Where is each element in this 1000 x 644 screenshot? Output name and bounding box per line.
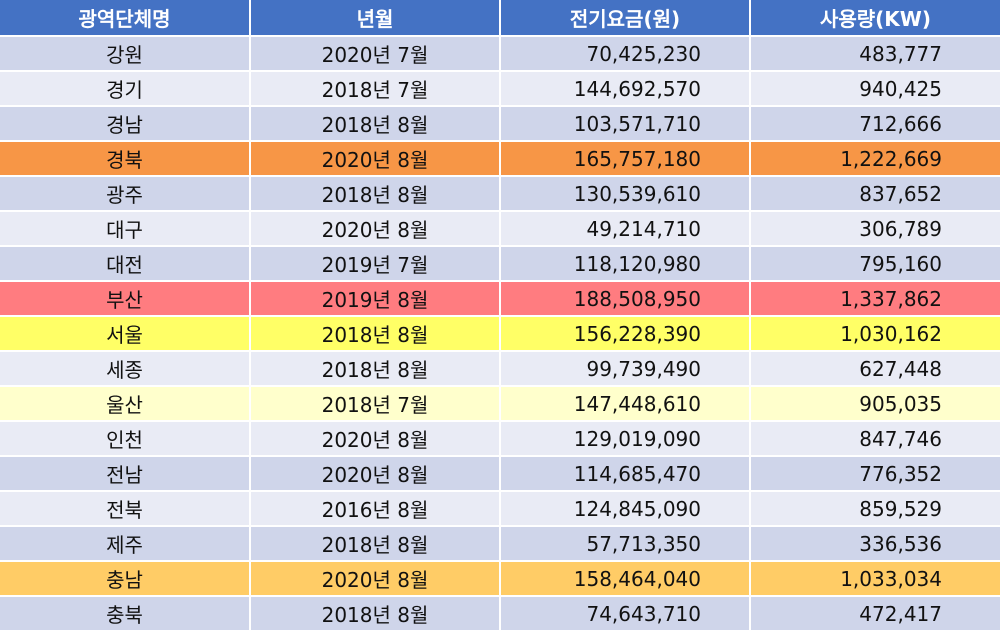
usage-cell: 1,030,162	[750, 316, 1000, 352]
year-month-cell: 2016년 8월	[250, 491, 501, 527]
table-row: 세종 2018년 8월 99,739,490 627,448	[0, 351, 1000, 387]
header-row: 광역단체명 년월 전기요금(원) 사용량(KW)	[0, 0, 1000, 37]
year-month-cell: 2018년 7월	[250, 71, 501, 107]
fee-cell: 130,539,610	[500, 176, 751, 212]
usage-cell: 776,352	[750, 456, 1000, 492]
region-cell: 강원	[0, 36, 251, 72]
header-region: 광역단체명	[0, 0, 251, 37]
region-cell: 대구	[0, 211, 251, 247]
usage-cell: 847,746	[750, 421, 1000, 457]
year-month-cell: 2020년 8월	[250, 456, 501, 492]
header-electric-fee: 전기요금(원)	[500, 0, 751, 37]
year-month-cell: 2018년 8월	[250, 351, 501, 387]
fee-cell: 74,643,710	[500, 596, 751, 632]
region-cell: 울산	[0, 386, 251, 422]
table-row: 강원 2020년 7월 70,425,230 483,777	[0, 36, 1000, 72]
table-row: 광주 2018년 8월 130,539,610 837,652	[0, 176, 1000, 212]
region-cell: 충북	[0, 596, 251, 632]
table-row: 제주 2018년 8월 57,713,350 336,536	[0, 526, 1000, 562]
year-month-cell: 2019년 7월	[250, 246, 501, 282]
usage-cell: 483,777	[750, 36, 1000, 72]
fee-cell: 49,214,710	[500, 211, 751, 247]
usage-cell: 627,448	[750, 351, 1000, 387]
year-month-cell: 2018년 7월	[250, 386, 501, 422]
usage-cell: 859,529	[750, 491, 1000, 527]
fee-cell: 129,019,090	[500, 421, 751, 457]
year-month-cell: 2018년 8월	[250, 316, 501, 352]
fee-cell: 70,425,230	[500, 36, 751, 72]
region-cell: 제주	[0, 526, 251, 562]
fee-cell: 114,685,470	[500, 456, 751, 492]
fee-cell: 165,757,180	[500, 141, 751, 177]
year-month-cell: 2020년 8월	[250, 211, 501, 247]
fee-cell: 144,692,570	[500, 71, 751, 107]
fee-cell: 147,448,610	[500, 386, 751, 422]
table-row: 대구 2020년 8월 49,214,710 306,789	[0, 211, 1000, 247]
table-row: 대전 2019년 7월 118,120,980 795,160	[0, 246, 1000, 282]
table-row: 서울 2018년 8월 156,228,390 1,030,162	[0, 316, 1000, 352]
usage-cell: 1,033,034	[750, 561, 1000, 597]
region-cell: 경북	[0, 141, 251, 177]
table-row: 전남 2020년 8월 114,685,470 776,352	[0, 456, 1000, 492]
fee-cell: 124,845,090	[500, 491, 751, 527]
region-cell: 충남	[0, 561, 251, 597]
usage-cell: 1,222,669	[750, 141, 1000, 177]
table-row: 전북 2016년 8월 124,845,090 859,529	[0, 491, 1000, 527]
region-cell: 광주	[0, 176, 251, 212]
usage-cell: 795,160	[750, 246, 1000, 282]
fee-cell: 188,508,950	[500, 281, 751, 317]
year-month-cell: 2019년 8월	[250, 281, 501, 317]
region-cell: 세종	[0, 351, 251, 387]
year-month-cell: 2018년 8월	[250, 176, 501, 212]
usage-cell: 940,425	[750, 71, 1000, 107]
usage-cell: 837,652	[750, 176, 1000, 212]
region-cell: 서울	[0, 316, 251, 352]
region-cell: 경남	[0, 106, 251, 142]
usage-cell: 306,789	[750, 211, 1000, 247]
fee-cell: 158,464,040	[500, 561, 751, 597]
usage-cell: 1,337,862	[750, 281, 1000, 317]
region-cell: 전남	[0, 456, 251, 492]
table-row: 울산 2018년 7월 147,448,610 905,035	[0, 386, 1000, 422]
table-row: 부산 2019년 8월 188,508,950 1,337,862	[0, 281, 1000, 317]
usage-cell: 712,666	[750, 106, 1000, 142]
fee-cell: 118,120,980	[500, 246, 751, 282]
header-year-month: 년월	[250, 0, 501, 37]
table-body: 강원 2020년 7월 70,425,230 483,777 경기 2018년 7월 14…	[0, 36, 1000, 632]
region-cell: 부산	[0, 281, 251, 317]
usage-cell: 905,035	[750, 386, 1000, 422]
year-month-cell: 2020년 8월	[250, 421, 501, 457]
year-month-cell: 2018년 8월	[250, 106, 501, 142]
year-month-cell: 2020년 7월	[250, 36, 501, 72]
region-cell: 대전	[0, 246, 251, 282]
table-header: 광역단체명 년월 전기요금(원) 사용량(KW)	[0, 0, 1000, 37]
year-month-cell: 2018년 8월	[250, 596, 501, 632]
region-cell: 경기	[0, 71, 251, 107]
header-usage: 사용량(KW)	[750, 0, 1000, 37]
region-cell: 인천	[0, 421, 251, 457]
fee-cell: 156,228,390	[500, 316, 751, 352]
region-cell: 전북	[0, 491, 251, 527]
table-row: 충북 2018년 8월 74,643,710 472,417	[0, 596, 1000, 632]
table-row: 인천 2020년 8월 129,019,090 847,746	[0, 421, 1000, 457]
year-month-cell: 2020년 8월	[250, 561, 501, 597]
fee-cell: 57,713,350	[500, 526, 751, 562]
table-row: 경북 2020년 8월 165,757,180 1,222,669	[0, 141, 1000, 177]
table-row: 충남 2020년 8월 158,464,040 1,033,034	[0, 561, 1000, 597]
year-month-cell: 2020년 8월	[250, 141, 501, 177]
table-row: 경기 2018년 7월 144,692,570 940,425	[0, 71, 1000, 107]
year-month-cell: 2018년 8월	[250, 526, 501, 562]
fee-cell: 103,571,710	[500, 106, 751, 142]
fee-cell: 99,739,490	[500, 351, 751, 387]
table-row: 경남 2018년 8월 103,571,710 712,666	[0, 106, 1000, 142]
usage-cell: 472,417	[750, 596, 1000, 632]
usage-cell: 336,536	[750, 526, 1000, 562]
